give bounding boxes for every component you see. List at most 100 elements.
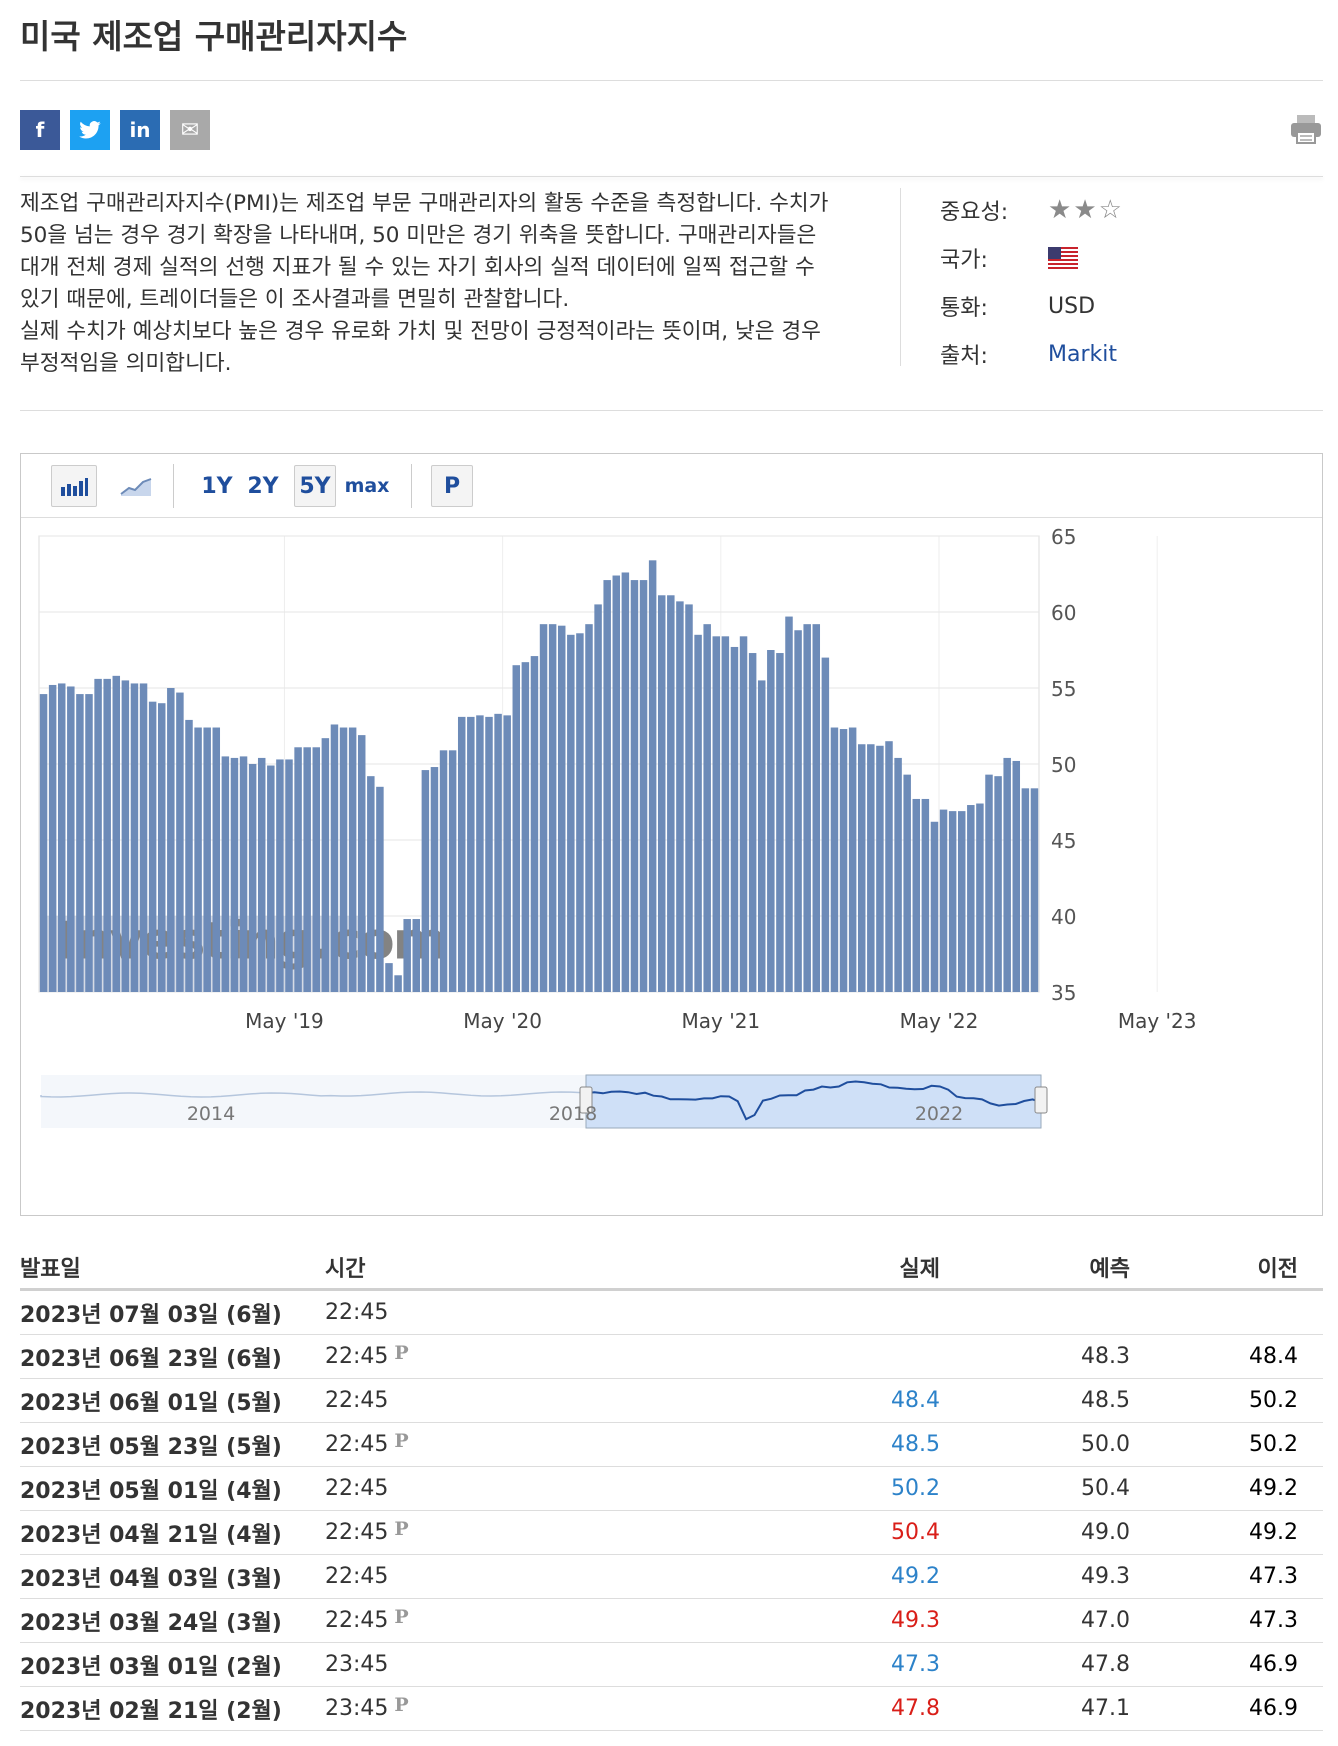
pmi-bar [976,803,984,992]
table-header: 발표일 시간 실제 예측 이전 [20,1245,1323,1291]
source-link[interactable]: Markit [1048,341,1117,367]
previous-value: 47.3 [1249,1564,1298,1589]
pmi-bar [103,678,111,992]
pmi-bar [367,776,375,992]
pmi-bar [812,624,821,992]
pmi-bar [648,560,657,992]
pmi-bar [785,616,793,992]
pmi-bar [385,963,393,992]
pmi-bar [721,636,730,992]
pmi-bar [212,727,221,992]
pmi-bar [39,694,48,992]
pmi-bar [694,634,702,992]
facebook-share-button[interactable]: f [20,110,60,150]
pmi-bar [1003,757,1011,992]
pmi-bar [903,774,911,992]
twitter-share-button[interactable] [70,110,110,150]
time-value: 22:45 [325,1432,389,1457]
pmi-bar [67,686,75,992]
navigator-handle[interactable] [579,1086,593,1114]
source-label: 출처: [940,344,988,369]
pmi-bar [521,662,530,992]
pmi-bar [857,744,866,992]
previous-value: 49.2 [1249,1520,1298,1545]
table-row: 2023년 04월 21일 (4월) 22:45 P 50.4 49.0 49.2 [20,1511,1323,1555]
pmi-bar [767,650,775,992]
release-date: 2023년 03월 24일 (3월) [20,1610,282,1636]
pmi-bar [221,756,230,992]
range-5y-button[interactable]: 5Y [294,465,336,507]
release-time: 23:45 [325,1652,670,1677]
release-date: 2023년 07월 03일 (6월) [20,1302,282,1328]
bar-chart-toggle[interactable] [51,465,97,507]
forecast-value: 47.1 [1081,1696,1130,1721]
pmi-bar [194,727,202,992]
pmi-bar [557,625,566,992]
range-2y-button[interactable]: 2Y [247,473,279,499]
navigator-year-label: 2014 [187,1103,235,1125]
pmi-bar [1012,760,1021,992]
release-time: 22:45 [325,1564,670,1589]
time-value: 23:45 [325,1696,389,1721]
linkedin-share-button[interactable]: in [120,110,160,150]
header-forecast[interactable]: 예측 [1089,1256,1130,1282]
navigator-handle[interactable] [1034,1086,1048,1114]
header-release-date[interactable]: 발표일 [20,1256,81,1282]
y-tick-label: 65 [1051,525,1076,549]
table-row: 2023년 05월 23일 (5월) 22:45 P 48.5 50.0 50.2 [20,1423,1323,1467]
indicator-meta: 중요성: ★ ★ ☆ 국가: 통화: USD 출처: Markit [940,186,1122,378]
pmi-bar [167,688,175,992]
pmi-bar [48,684,57,992]
pmi-bar [748,653,757,992]
table-row: 2023년 03월 24일 (3월) 22:45 P 49.3 47.0 47.3 [20,1599,1323,1643]
y-tick-label: 35 [1051,981,1076,1005]
twitter-icon [79,121,101,139]
pmi-bar [248,764,257,992]
pmi-bar [285,759,293,992]
print-icon[interactable] [1289,113,1323,145]
pmi-bar [630,580,639,992]
pmi-bar [376,786,384,992]
pmi-bar [712,636,721,992]
x-tick-label: May '21 [681,1009,760,1033]
pmi-bar [430,767,439,992]
pmi-bar [239,756,248,992]
release-date: 2023년 05월 01일 (4월) [20,1478,282,1504]
email-share-button[interactable]: ✉ [170,110,210,150]
pmi-bar [703,624,711,992]
y-tick-label: 45 [1051,829,1076,853]
pmi-bar [394,975,402,992]
line-chart-toggle[interactable] [113,465,159,507]
forecast-value: 47.0 [1081,1608,1130,1633]
header-time[interactable]: 시간 [325,1256,366,1282]
preliminary-toggle-button[interactable]: P [431,465,473,507]
preliminary-icon: P [394,1605,409,1628]
description-paragraph: 실제 수치가 예상치보다 높은 경우 유로화 가치 및 전망이 긍정적이라는 뜻… [20,319,821,376]
header-actual[interactable]: 실제 [899,1256,940,1282]
time-value: 22:45 [325,1388,389,1413]
currency-value: USD [1048,293,1096,319]
pmi-bar [94,678,102,992]
pmi-bar [848,727,857,992]
pmi-bar [676,601,684,992]
pmi-bar [994,776,1002,992]
pmi-bar [176,692,184,992]
release-time: 22:45 [325,1476,670,1501]
forecast-value: 50.4 [1081,1476,1130,1501]
pmi-bar [776,653,784,992]
pmi-bar [948,811,957,992]
importance-stars: ★ ★ ☆ [1048,195,1122,225]
pmi-bar [530,656,539,992]
y-tick-label: 40 [1051,905,1076,929]
range-1y-button[interactable]: 1Y [201,473,233,499]
release-date: 2023년 05월 23일 (5월) [20,1434,282,1460]
range-max-button[interactable]: max [344,475,390,497]
time-value: 22:45 [325,1300,389,1325]
bar-chart-icon [61,478,88,496]
navigator-year-label: 2018 [549,1103,597,1125]
previous-value: 46.9 [1249,1696,1298,1721]
header-previous[interactable]: 이전 [1257,1256,1298,1282]
pmi-bar [448,750,457,992]
pmi-bar [657,595,666,992]
